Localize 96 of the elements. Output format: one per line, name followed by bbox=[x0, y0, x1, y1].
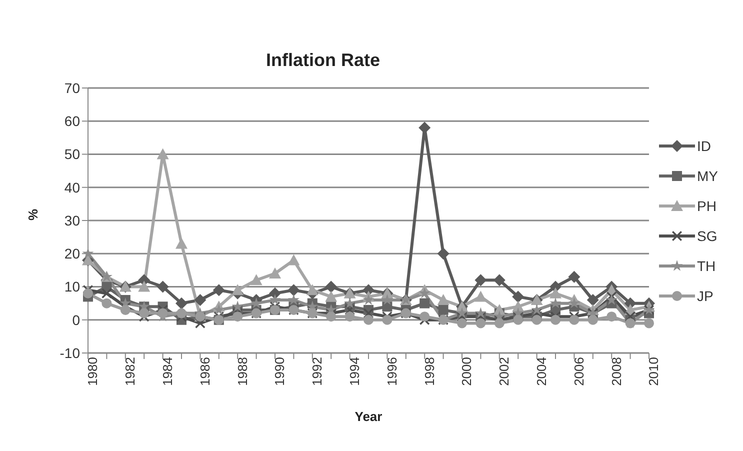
point bbox=[344, 312, 355, 322]
x-tick-label: 2004 bbox=[534, 357, 550, 386]
point bbox=[269, 268, 281, 278]
point bbox=[156, 280, 169, 293]
point bbox=[513, 314, 524, 325]
x-tick-label: 1984 bbox=[160, 357, 176, 386]
y-axis-title: % bbox=[26, 208, 41, 220]
point bbox=[364, 314, 374, 325]
point bbox=[606, 294, 618, 305]
point bbox=[512, 290, 524, 303]
point bbox=[139, 308, 150, 318]
point bbox=[306, 284, 318, 296]
x-tick-label: 2002 bbox=[496, 357, 512, 386]
point bbox=[550, 287, 562, 298]
y-tick-label: 0 bbox=[72, 312, 80, 328]
point bbox=[531, 304, 543, 315]
point bbox=[362, 294, 374, 305]
point bbox=[176, 238, 188, 249]
point bbox=[269, 287, 281, 300]
point bbox=[474, 290, 487, 302]
y-tick-label: 70 bbox=[64, 80, 80, 96]
y-tick-label: 60 bbox=[64, 113, 80, 130]
legend-label: MY bbox=[697, 168, 718, 184]
point bbox=[102, 288, 112, 298]
point bbox=[102, 298, 112, 308]
point bbox=[457, 318, 467, 328]
legend-label: SG bbox=[697, 228, 718, 244]
x-tick-label: 2006 bbox=[571, 357, 586, 386]
point bbox=[288, 254, 300, 266]
chart-title: Inflation Rate bbox=[264, 50, 381, 71]
x-tick-label: 2010 bbox=[646, 357, 662, 386]
point bbox=[550, 297, 562, 308]
point bbox=[138, 280, 150, 292]
point bbox=[156, 148, 169, 160]
point bbox=[644, 318, 654, 328]
x-tick-label: 1996 bbox=[384, 357, 400, 386]
point bbox=[288, 284, 300, 296]
point bbox=[586, 294, 599, 306]
y-tick-label: 10 bbox=[64, 278, 80, 295]
point bbox=[532, 314, 542, 325]
y-tick-label: 40 bbox=[64, 179, 80, 196]
x-tick-label: 1988 bbox=[234, 357, 250, 386]
point bbox=[194, 294, 206, 306]
point bbox=[568, 270, 580, 283]
point bbox=[568, 297, 580, 308]
point bbox=[212, 284, 225, 296]
x-tick-label: 2008 bbox=[608, 357, 624, 386]
point bbox=[493, 274, 506, 286]
point bbox=[420, 312, 430, 322]
point bbox=[474, 307, 486, 318]
point bbox=[438, 304, 448, 315]
point bbox=[476, 318, 486, 328]
legend-label: JP bbox=[697, 288, 714, 304]
point bbox=[325, 290, 338, 302]
y-tick-label: 50 bbox=[64, 146, 80, 162]
y-tick-label: -10 bbox=[60, 344, 80, 361]
point bbox=[494, 318, 504, 328]
point bbox=[569, 314, 580, 325]
y-tick-label: 20 bbox=[64, 246, 80, 262]
point bbox=[382, 314, 392, 325]
point bbox=[250, 297, 262, 308]
point bbox=[418, 287, 430, 298]
point bbox=[176, 297, 188, 310]
point bbox=[437, 294, 450, 305]
point bbox=[250, 274, 262, 286]
x-tick-label: 1992 bbox=[310, 357, 325, 386]
legend-label: ID bbox=[697, 138, 711, 154]
point bbox=[269, 294, 281, 305]
point bbox=[232, 312, 243, 322]
point bbox=[158, 308, 168, 318]
point bbox=[588, 314, 598, 325]
point bbox=[288, 294, 300, 305]
legend-label: PH bbox=[697, 198, 716, 214]
point bbox=[344, 297, 356, 308]
point bbox=[474, 274, 487, 286]
point bbox=[381, 294, 393, 305]
x-tick-label: 1990 bbox=[272, 357, 288, 386]
point bbox=[326, 312, 336, 322]
x-axis-title: Year bbox=[354, 409, 382, 424]
point bbox=[232, 300, 244, 312]
point bbox=[213, 304, 225, 315]
point bbox=[325, 280, 338, 293]
x-tick-label: 1998 bbox=[422, 357, 437, 386]
x-tick-label: 1994 bbox=[347, 357, 362, 386]
legend-label: TH bbox=[697, 258, 716, 274]
point bbox=[120, 304, 130, 315]
x-tick-label: 2000 bbox=[459, 357, 474, 386]
point bbox=[420, 298, 430, 308]
x-tick-label: 1986 bbox=[197, 357, 212, 386]
point bbox=[606, 312, 617, 322]
y-tick-label: 30 bbox=[64, 212, 80, 228]
point bbox=[232, 284, 244, 296]
point bbox=[437, 248, 450, 260]
x-tick-label: 1982 bbox=[122, 357, 138, 386]
point bbox=[550, 314, 560, 325]
x-tick-label: 1980 bbox=[85, 357, 100, 386]
